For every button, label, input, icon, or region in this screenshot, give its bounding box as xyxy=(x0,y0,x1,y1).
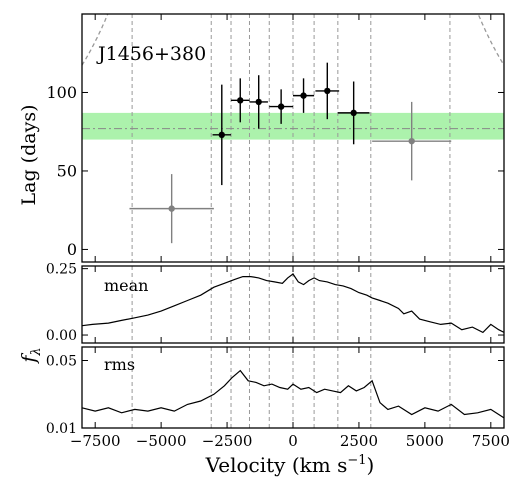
y-tick-label: 0.00 xyxy=(46,328,77,344)
x-axis-label-main: Velocity (km s xyxy=(205,453,348,477)
flux-y-axis-label: fλ xyxy=(18,347,44,364)
lag-point xyxy=(231,78,250,123)
lag-point xyxy=(337,81,370,145)
x-tick-label: −7500 xyxy=(70,432,121,450)
y-tick-label: 0.05 xyxy=(46,353,77,369)
y-tick-label: 0.01 xyxy=(46,421,77,437)
rms-panel: 0.01 0.05 rms xyxy=(46,346,505,437)
mean-spectrum-line xyxy=(81,273,505,334)
mean-panel-annotation: mean xyxy=(104,276,148,295)
lag-point xyxy=(372,101,452,181)
x-tick-label: 0 xyxy=(288,432,298,450)
rms-spectrum-line xyxy=(81,369,505,419)
x-tick-label: −5000 xyxy=(136,432,187,450)
flux-y-axis-symbol: f xyxy=(18,353,40,365)
lag-point xyxy=(129,174,214,244)
lag-point xyxy=(315,62,340,120)
lag-point xyxy=(269,89,293,124)
y-tick-label: 100 xyxy=(46,83,77,102)
lag-point xyxy=(249,75,268,129)
rms-panel-annotation: rms xyxy=(104,355,135,374)
x-axis-label-close: ) xyxy=(367,453,375,477)
y-tick-label: 50 xyxy=(57,162,77,181)
x-tick-label: 7500 xyxy=(472,432,510,450)
lag-panel: 0 50 100 J1456+380 Lag (days) xyxy=(18,13,505,263)
lag-y-axis-label: Lag (days) xyxy=(18,105,40,206)
x-axis-label-exponent: −1 xyxy=(347,453,366,468)
y-tick-label: 0 xyxy=(67,240,77,259)
y-tick-label: 0.25 xyxy=(46,262,77,278)
flux-y-axis-subscript: λ xyxy=(29,347,44,356)
lag-point xyxy=(212,84,232,186)
rms-panel-frame xyxy=(81,346,505,429)
mean-panel: 0.00 0.25 mean xyxy=(46,262,505,344)
x-axis-label: Velocity (km s−1) xyxy=(205,453,375,477)
lag-point xyxy=(293,78,315,113)
x-tick-label: −2500 xyxy=(202,432,253,450)
lag-panel-annotation: J1456+380 xyxy=(96,43,206,65)
x-tick-label: 2500 xyxy=(340,432,378,450)
x-tick-label: 5000 xyxy=(406,432,444,450)
